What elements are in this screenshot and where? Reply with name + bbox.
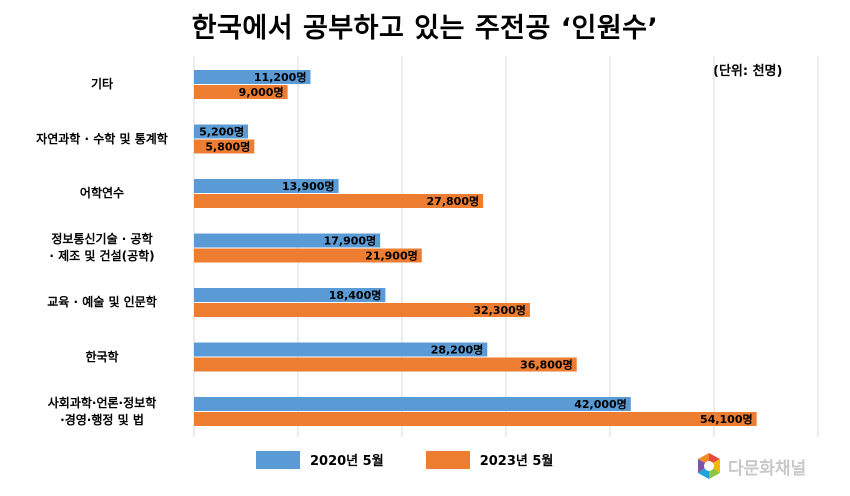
- data-label: 5,800명: [205, 140, 250, 154]
- bar-2023: [194, 412, 757, 426]
- category-label: 교육 · 예술 및 인문학: [12, 294, 192, 311]
- legend-item-2020: 2020년 5월: [256, 450, 384, 469]
- data-label: 28,200명: [431, 343, 484, 357]
- category-label-line: 자연과학 · 수학 및 통계학: [36, 131, 168, 146]
- legend-swatch-2023: [425, 450, 470, 469]
- category-label-line: 교육 · 예술 및 인문학: [47, 295, 157, 309]
- category-label: 한국학: [12, 349, 192, 366]
- category-label-line: 정보통신기술 · 공학: [51, 232, 153, 246]
- data-label: 17,900명: [324, 234, 377, 248]
- data-label: 21,900명: [365, 249, 418, 263]
- bar-2020: [194, 124, 249, 139]
- category-label-line: 한국학: [85, 349, 119, 364]
- unit-label: (단위: 천명): [713, 64, 783, 79]
- logo-icon: [698, 453, 720, 479]
- logo-text: 다문화채널: [728, 458, 807, 479]
- category-label-line: 어학연수: [79, 186, 125, 200]
- category-label: 어학연수: [12, 185, 192, 202]
- data-label: 42,000명: [574, 397, 627, 411]
- data-label: 5,200명: [199, 125, 244, 139]
- data-label: 18,400명: [329, 288, 382, 302]
- category-label-line: 기타: [90, 77, 114, 91]
- bar-2023: [194, 357, 577, 372]
- category-label: 정보통신기술 · 공학 · 제조 및 건설(공학): [12, 231, 192, 265]
- category-label: 기타: [12, 76, 192, 93]
- data-label: 54,100명: [700, 412, 753, 426]
- legend-swatch-2020: [256, 450, 300, 469]
- chart-title: 한국에서 공부하고 있는 주전공 ‘인원수’: [191, 13, 659, 44]
- data-label: 11,200명: [254, 70, 307, 84]
- category-label: 사회과학·언론·정보학 ·경영·행정 및 법: [12, 395, 192, 429]
- legend-item-2023: 2023년 5월: [425, 450, 554, 469]
- data-label: 27,800명: [427, 194, 480, 208]
- bar-2023: [194, 303, 530, 317]
- category-label-line: · 제조 및 건설(공학): [49, 249, 155, 263]
- category-label-line: 사회과학·언론·정보학: [47, 395, 157, 410]
- category-label: 자연과학 · 수학 및 통계학: [12, 131, 192, 148]
- bar-2020: [194, 233, 381, 248]
- category-label-line: ·경영·행정 및 법: [60, 412, 144, 427]
- data-label: 13,900명: [282, 179, 335, 193]
- bar-2023: [194, 139, 255, 154]
- bar-2020: [194, 288, 386, 302]
- data-label: 36,800명: [520, 358, 573, 372]
- legend-label-2020: 2020년 5월: [310, 454, 384, 469]
- bar-2020: [194, 342, 488, 357]
- legend: 2020년 5월 2023년 5월: [256, 450, 595, 469]
- bar-2023: [194, 85, 288, 99]
- bar-2020: [194, 179, 339, 193]
- bar-2023: [194, 194, 484, 208]
- data-label: 9,000명: [239, 85, 284, 99]
- legend-label-2023: 2023년 5월: [479, 454, 554, 469]
- channel-logo: 다문화채널: [694, 451, 806, 481]
- bar-2023: [194, 248, 422, 263]
- data-label: 32,300명: [473, 303, 526, 317]
- bar-2020: [194, 70, 311, 84]
- bar-2020: [194, 397, 631, 411]
